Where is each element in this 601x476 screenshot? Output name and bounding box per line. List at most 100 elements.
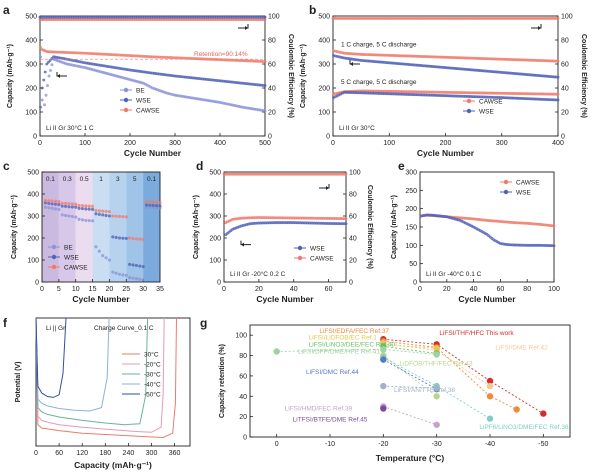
x-tick-label: 20	[255, 286, 263, 293]
data-point	[486, 377, 494, 385]
y-tick-label: 200	[405, 206, 417, 213]
data-point	[74, 205, 78, 209]
data-point	[74, 215, 78, 219]
data-point	[57, 199, 61, 204]
data-point	[57, 203, 61, 207]
data-point	[74, 202, 78, 206]
data-point	[46, 84, 49, 88]
data-point	[77, 206, 81, 210]
data-point	[540, 410, 547, 417]
y-tick-label: 100	[27, 258, 39, 265]
data-point	[91, 207, 95, 211]
data-point	[134, 237, 138, 241]
data-point	[144, 200, 149, 204]
y-tick-label: 200	[318, 86, 330, 93]
data-point	[50, 206, 54, 210]
series-litfsi-btfe-dme-ref-45: LiTFSI/BTFE/DME Ref.45	[293, 405, 387, 424]
panel-label-d: d	[196, 159, 203, 173]
data-point	[513, 406, 520, 413]
data-point	[158, 201, 162, 205]
rate-band	[75, 172, 93, 282]
y2-axis-label: Coulombic Efficiency (%)	[366, 185, 373, 269]
curve--40C	[35, 317, 110, 412]
data-point	[128, 276, 132, 280]
rate-label: 3	[116, 176, 120, 183]
data-point	[433, 345, 440, 352]
legend-marker	[466, 108, 472, 114]
data-point	[111, 235, 115, 239]
y-tick-label: 300	[27, 214, 39, 221]
condition-label: Li II Gr -40°C 0.1 C	[426, 270, 482, 278]
x-tick-label: 500	[259, 140, 271, 147]
x-axis-label: Cycle Number	[256, 294, 314, 304]
data-point	[60, 204, 64, 208]
series-label: LiTFSI/BTFE/DME Ref.45	[293, 417, 368, 424]
data-point	[263, 84, 267, 88]
legend-label: WSE	[310, 246, 325, 253]
x-tick-label: 0	[40, 286, 44, 293]
data-point	[80, 207, 85, 211]
data-point	[101, 254, 105, 258]
series-be	[39, 55, 267, 113]
x-tick-label: 360	[169, 450, 181, 457]
legend-label: CAWSE	[310, 256, 334, 263]
data-point	[70, 205, 74, 209]
rate-band	[109, 172, 127, 282]
x-tick-label: 0	[34, 450, 38, 457]
y2-tick-label: 60	[561, 62, 569, 69]
data-point	[128, 236, 132, 240]
data-point	[67, 205, 71, 209]
curve--30C	[35, 317, 149, 426]
x-tick-label: 20	[106, 286, 114, 293]
arrow-head-icon	[350, 62, 353, 66]
series-wse	[43, 201, 162, 269]
series-cawse	[224, 216, 348, 225]
data-point	[53, 199, 58, 203]
plot-frame	[249, 324, 571, 438]
x-tick-label: 0	[418, 286, 422, 293]
data-point	[263, 109, 267, 113]
data-point	[97, 212, 101, 216]
data-point	[486, 415, 494, 422]
data-point	[128, 262, 132, 266]
data-point	[121, 236, 125, 240]
data-point	[114, 235, 118, 240]
data-point	[263, 18, 267, 22]
series-wse-1c-5c	[332, 54, 560, 79]
x-tick-label: 15	[89, 286, 97, 293]
data-point	[104, 213, 108, 218]
legend-label: BE	[64, 245, 73, 252]
data-point	[50, 202, 54, 206]
x-tick-label: 300	[169, 140, 181, 147]
data-point	[50, 63, 54, 67]
data-point	[53, 207, 58, 211]
chart-title: Charge Curve_0.1 C	[94, 325, 154, 332]
y2-tick-label: 100	[561, 14, 573, 21]
data-point	[131, 236, 135, 240]
x-tick-label: 35	[156, 286, 164, 293]
data-point	[117, 272, 122, 276]
x-axis-label: Temperature (°C)	[376, 453, 445, 463]
rate-label: 5	[133, 176, 137, 183]
panel-d-chart: 0 20 40 60 0 100 200 300 400 500 0 20 40 60 80 100 Cycle…	[193, 170, 373, 305]
data-point	[42, 78, 46, 82]
x-tick-label: 180	[99, 450, 111, 457]
data-point	[134, 277, 138, 281]
data-point	[151, 200, 155, 204]
data-point	[124, 215, 128, 219]
series-cawse	[43, 199, 162, 241]
data-point	[46, 60, 50, 64]
data-point	[144, 203, 149, 207]
data-point	[556, 59, 560, 63]
data-point	[344, 222, 348, 226]
panel-label-a: a	[3, 3, 10, 17]
data-point	[94, 245, 98, 249]
data-point	[104, 256, 108, 260]
data-point	[121, 215, 125, 219]
series-wse-ce	[38, 15, 267, 19]
y-tick-label: 200	[209, 236, 221, 243]
data-point	[151, 203, 155, 207]
data-point	[43, 205, 47, 209]
panel-b-chart: 0 100 200 300 400010020030040050002040608010…	[300, 14, 587, 159]
y2-tick-label: 80	[268, 38, 276, 45]
